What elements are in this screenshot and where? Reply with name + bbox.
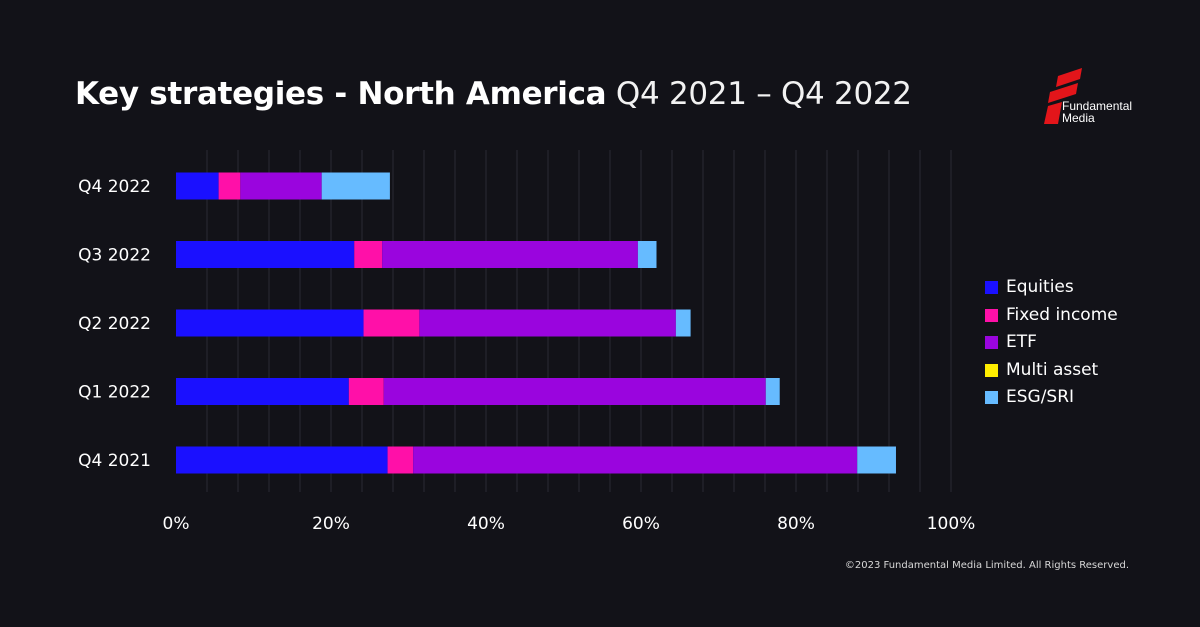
bar-segment <box>176 241 355 268</box>
x-tick-label: 80% <box>777 514 815 534</box>
logo-text-line2: Media <box>1062 111 1095 125</box>
legend-swatch <box>985 308 998 322</box>
bar-segment <box>419 309 676 337</box>
x-tick-label: 20% <box>312 514 350 534</box>
chart-x-tick-labels: 0% 20% 40% 60% 80% 100% <box>163 514 976 534</box>
bar-segment <box>176 172 219 200</box>
bar-segment <box>363 309 420 337</box>
logo-text-line1: Fundamental <box>1062 99 1133 113</box>
bar-segment <box>176 378 349 405</box>
legend-label: Fixed income <box>1006 304 1118 325</box>
legend-label: ESG/SRI <box>1006 387 1075 407</box>
bar-segment <box>176 446 388 474</box>
legend-item: Multi asset <box>985 357 1118 385</box>
bar-segment <box>637 241 657 268</box>
bar-segment <box>857 446 896 474</box>
title-main: Key strategies - North America <box>75 76 607 112</box>
logo-stripe-bottom <box>1044 102 1062 124</box>
legend-swatch <box>985 281 998 295</box>
chart-legend: Equities Fixed income ETF Multi asset ESG/SR… <box>985 274 1118 412</box>
bar-segment <box>765 378 780 405</box>
category-label: Q2 2022 <box>78 314 151 334</box>
legend-swatch <box>985 363 998 377</box>
legend-item: Fixed income <box>985 302 1118 330</box>
title-period: Q4 2021 – Q4 2022 <box>615 76 912 112</box>
legend-label: Equities <box>1006 277 1074 297</box>
page-title: Key strategies - North America Q4 2021 –… <box>75 74 912 114</box>
chart-bars <box>176 172 896 474</box>
x-tick-label: 100% <box>927 514 976 534</box>
bar-segment <box>382 241 638 268</box>
legend-item: ETF <box>985 329 1118 357</box>
legend-item: ESG/SRI <box>985 384 1118 412</box>
legend-item: Equities <box>985 274 1118 302</box>
x-tick-label: 40% <box>467 514 505 534</box>
logo-stripe-middle <box>1048 83 1078 103</box>
category-label: Q4 2022 <box>78 177 151 197</box>
chart-category-labels: Q4 2022 Q3 2022 Q2 2022 Q1 2022 Q4 2021 <box>78 177 151 471</box>
bar-segment <box>387 446 414 474</box>
x-tick-label: 60% <box>622 514 660 534</box>
legend-swatch <box>985 336 998 350</box>
x-tick-label: 0% <box>163 514 190 534</box>
category-label: Q4 2021 <box>78 451 151 471</box>
bar-segment <box>218 172 241 200</box>
bar-segment <box>413 446 858 474</box>
legend-label: Multi asset <box>1006 359 1099 380</box>
bar-segment <box>354 241 383 268</box>
category-label: Q1 2022 <box>78 383 151 403</box>
category-label: Q3 2022 <box>78 246 151 266</box>
bar-segment <box>348 378 384 405</box>
logo-stripe-top <box>1056 68 1082 87</box>
logo-wordmark: Fundamental Media <box>1062 100 1132 124</box>
legend-label: ETF <box>1006 332 1037 352</box>
bar-segment <box>176 309 364 337</box>
bar-segment <box>240 172 322 200</box>
bar-segment <box>321 172 390 200</box>
bar-segment <box>675 309 691 337</box>
legend-swatch <box>985 391 998 405</box>
copyright-notice: ©2023 Fundamental Media Limited. All Rig… <box>844 560 1129 571</box>
bar-segment <box>383 378 766 405</box>
fundamental-media-logo-icon <box>1044 68 1082 124</box>
